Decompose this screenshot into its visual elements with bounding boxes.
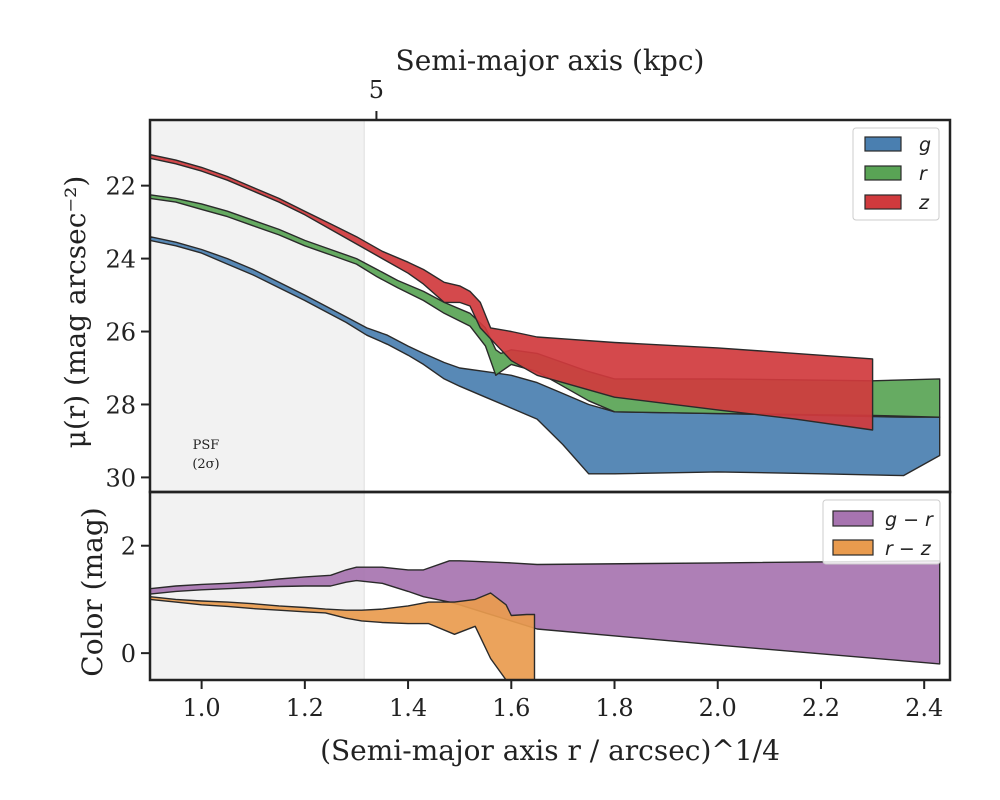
bottom-y-axis-title: Color (mag) bbox=[76, 507, 109, 676]
legend-label-r: r bbox=[919, 163, 928, 185]
band-g-r bbox=[150, 560, 941, 665]
bottom-legend: g − r r − z bbox=[822, 499, 941, 565]
bottom-y-tick-label: 0 bbox=[121, 640, 136, 668]
psf-label-line2: (2σ) bbox=[192, 457, 219, 472]
x-tick-label: 1.4 bbox=[389, 694, 427, 722]
top-legend: g r z bbox=[852, 127, 940, 221]
color-bands bbox=[150, 560, 941, 680]
axis-ticks: 1.01.21.41.61.82.02.22.42224262830023510… bbox=[105, 76, 943, 722]
x-tick-label: 2.2 bbox=[802, 694, 840, 722]
top-y-axis-title: μ(r) (mag arcsec⁻²) bbox=[59, 176, 92, 449]
x-tick-label: 2.0 bbox=[699, 694, 737, 722]
x-tick-label: 1.6 bbox=[492, 694, 530, 722]
top-axis-title: Semi-major axis (kpc) bbox=[396, 44, 705, 77]
top-y-tick-label: 22 bbox=[105, 173, 136, 201]
legend-swatch-z bbox=[864, 194, 902, 210]
legend-swatch-r-z bbox=[832, 539, 874, 556]
bottom-y-tick-label: 2 bbox=[121, 533, 136, 561]
legend-swatch-g-r bbox=[832, 510, 874, 527]
psf-region-top bbox=[150, 120, 365, 492]
legend-label-g-r: g − r bbox=[885, 509, 934, 531]
top-y-tick-label: 30 bbox=[105, 464, 136, 492]
band-g bbox=[150, 235, 941, 477]
legend-label-r-z: r − z bbox=[885, 538, 932, 560]
top-y-tick-label: 26 bbox=[105, 319, 136, 347]
legend-label-z: z bbox=[918, 192, 930, 214]
legend-label-g: g bbox=[919, 134, 931, 156]
top-y-tick-label: 24 bbox=[105, 246, 136, 274]
band-z bbox=[150, 153, 874, 431]
x-tick-label: 2.4 bbox=[905, 694, 943, 722]
band-r-z bbox=[150, 592, 536, 680]
legend-swatch-g bbox=[864, 136, 902, 152]
surface-brightness-bands bbox=[150, 153, 941, 477]
bottom-panel-frame bbox=[148, 490, 952, 682]
top-y-tick-label: 28 bbox=[105, 391, 136, 419]
x-tick-label: 1.2 bbox=[286, 694, 324, 722]
legend-swatch-r bbox=[864, 165, 902, 181]
psf-label-line1: PSF bbox=[193, 438, 220, 453]
x-tick-label: 1.8 bbox=[595, 694, 633, 722]
x-axis-title: (Semi-major axis r / arcsec)^1/4 bbox=[320, 734, 780, 767]
kpc-tick-label: 5 bbox=[369, 76, 384, 104]
x-tick-label: 1.0 bbox=[183, 694, 221, 722]
